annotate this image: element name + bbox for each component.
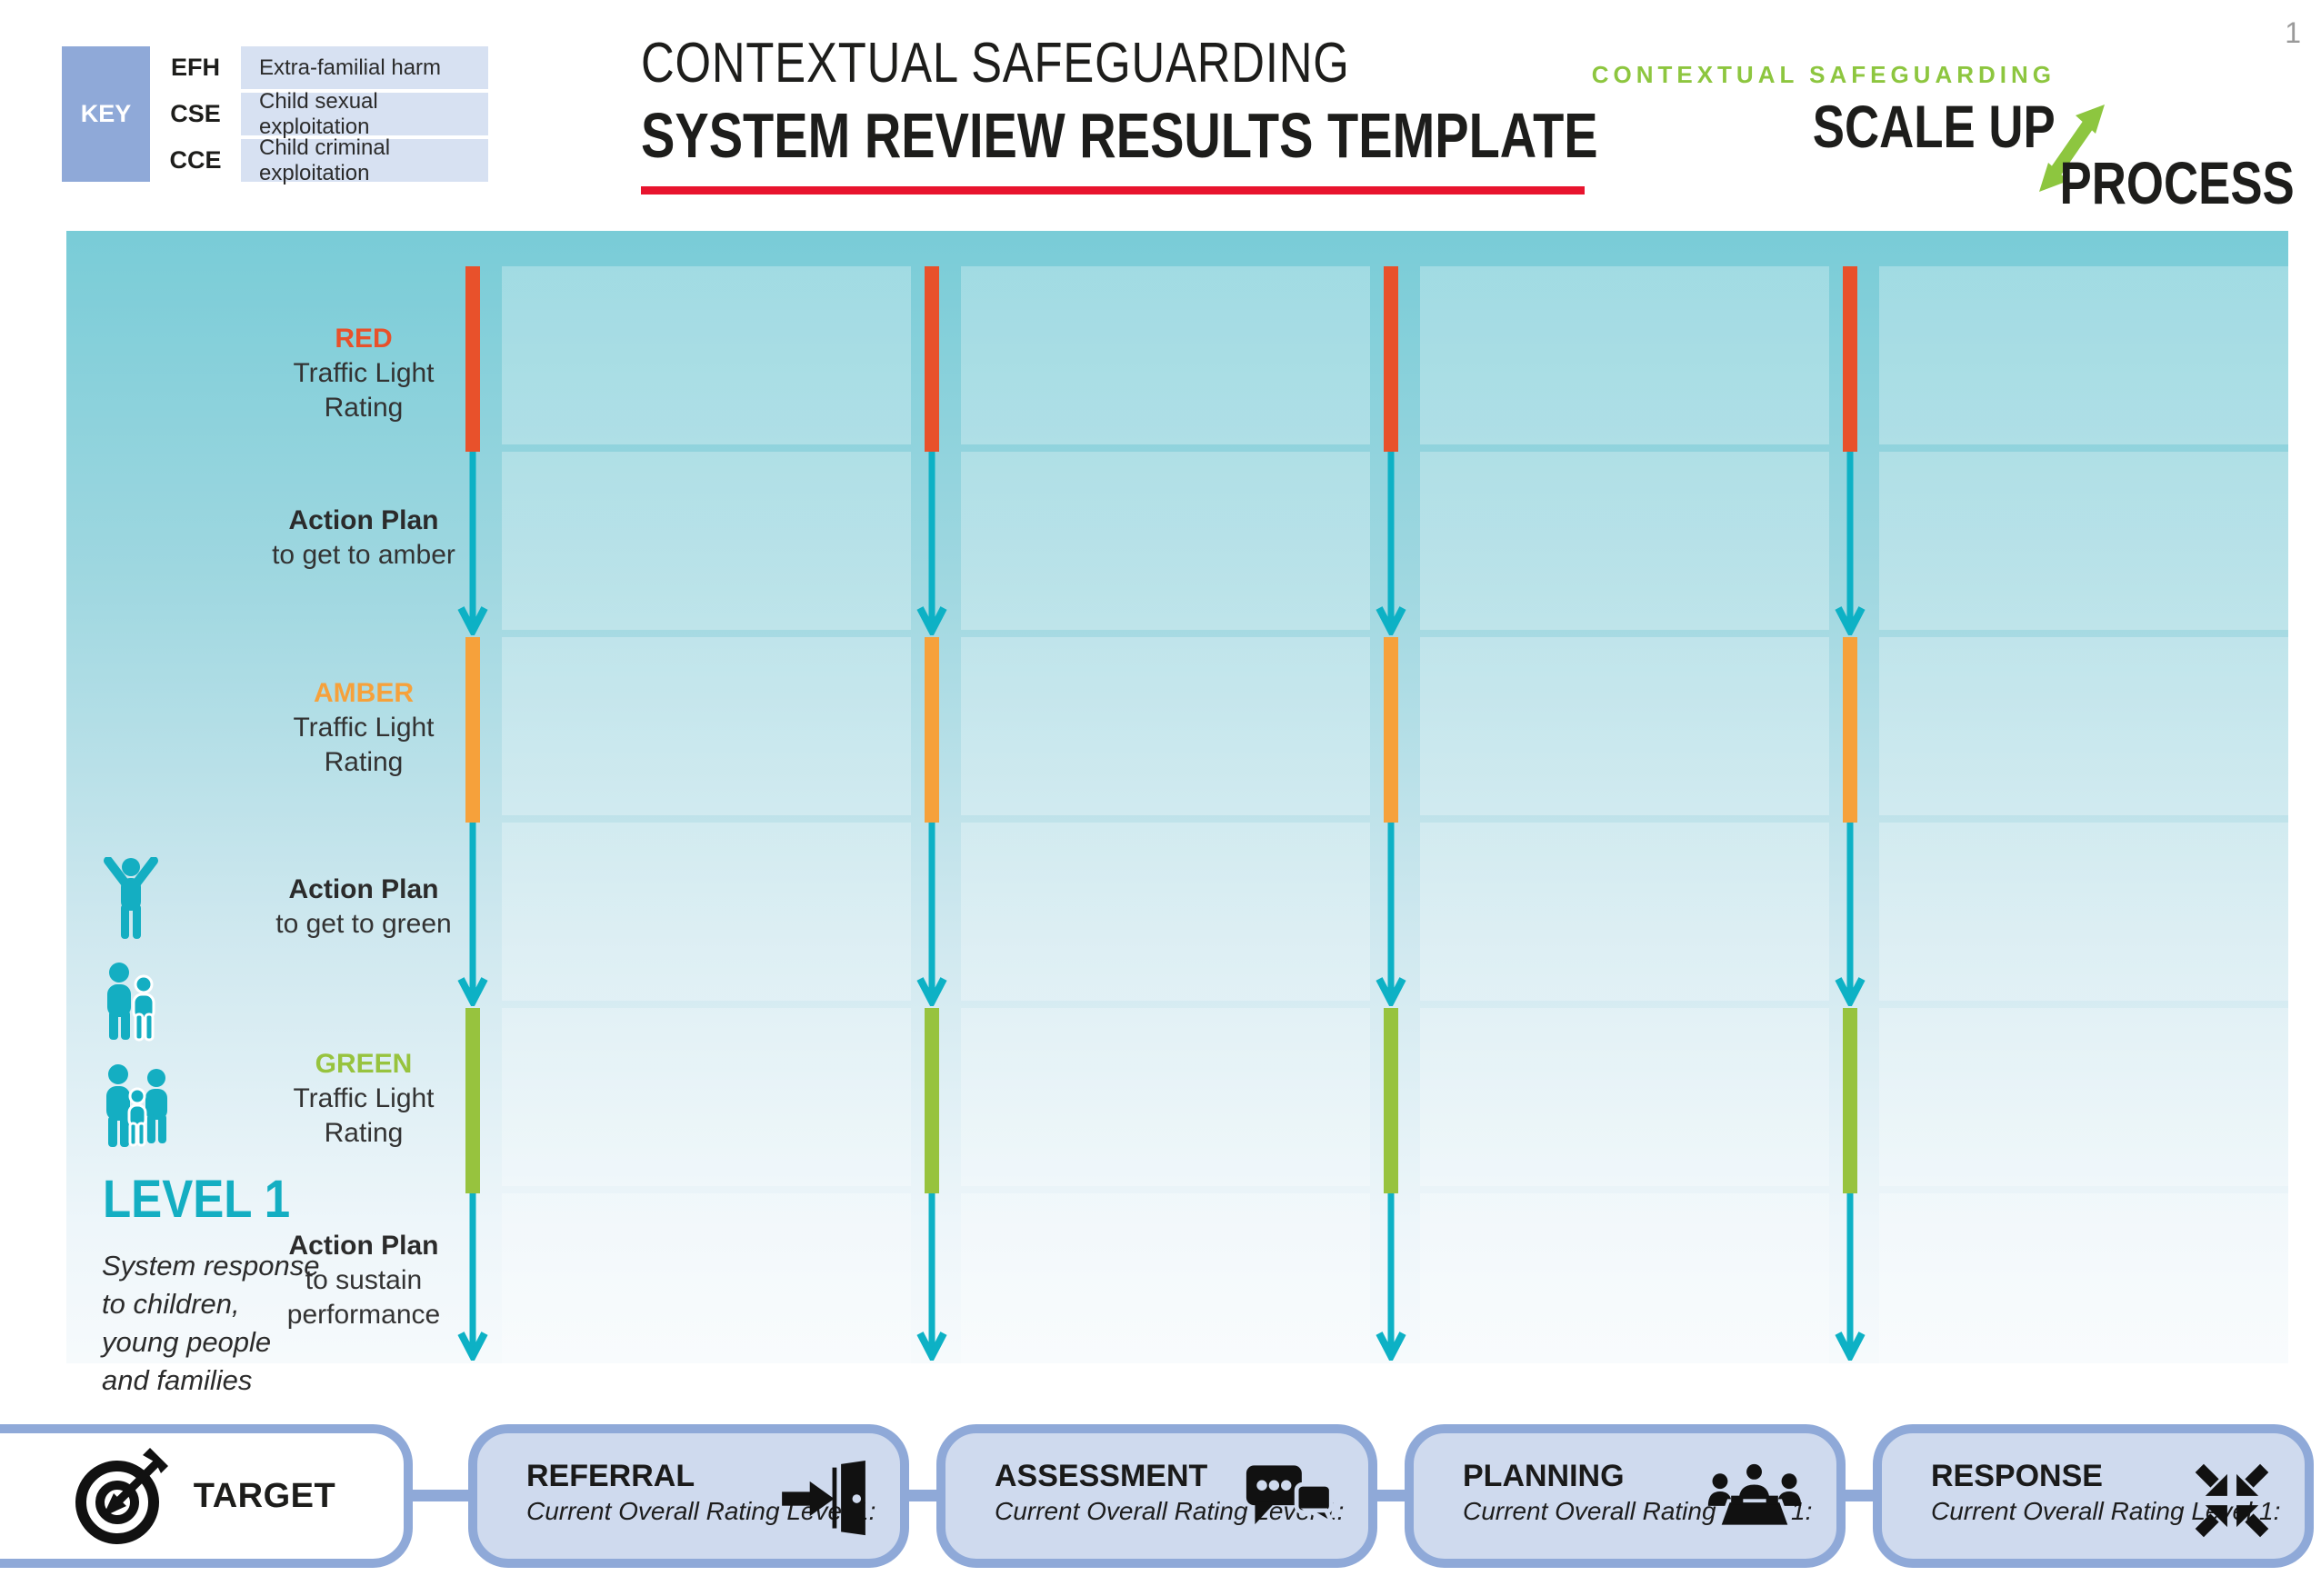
row-label-action-plan-sustain: Action Plan to sustain performance (286, 1231, 441, 1330)
traffic-light-stack-response (1835, 231, 1866, 1363)
traffic-light-stack-assessment (916, 231, 947, 1363)
stage-title: PLANNING (1463, 1459, 1625, 1493)
key-abbr-efh: EFH (155, 46, 235, 89)
red-rating-bar (1384, 266, 1398, 452)
traffic-light-stack-planning (1376, 231, 1406, 1363)
key-meaning-efh: Extra-familial harm (241, 46, 488, 89)
target-box: TARGET (0, 1424, 413, 1568)
stage-title: RESPONSE (1931, 1459, 2103, 1493)
green-rating-bar (1384, 1008, 1398, 1193)
row-label-action-plan-amber: Action Plan to get to amber (272, 505, 455, 570)
target-label: TARGET (193, 1476, 336, 1515)
door-enter-icon (782, 1461, 865, 1536)
target-bullseye-icon (75, 1448, 168, 1544)
collapse-arrows-icon (2195, 1463, 2269, 1538)
document-title: CONTEXTUAL SAFEGUARDING SYSTEM REVIEW RE… (641, 31, 1837, 195)
stage-connector (407, 1490, 473, 1501)
review-matrix-panel: RED Traffic Light Rating Action Plan to … (66, 231, 2288, 1396)
down-arrow (1835, 823, 1866, 1006)
person-arms-up-icon (104, 857, 158, 939)
down-arrow (916, 1193, 947, 1361)
down-arrow (457, 452, 488, 635)
down-arrow (1376, 452, 1406, 635)
traffic-light-stack-referral (457, 231, 488, 1363)
key-meaning-cse: Child sexual exploitation (241, 89, 488, 139)
down-arrow (457, 823, 488, 1006)
down-arrow (1376, 823, 1406, 1006)
stage-connector (1374, 1490, 1410, 1501)
green-rating-bar (465, 1008, 480, 1193)
column-track-planning (1420, 266, 1829, 1363)
column-track-response (1879, 266, 2288, 1363)
stage-connector (1842, 1490, 1878, 1501)
chat-bubbles-icon (1246, 1465, 1336, 1529)
red-rating-bar (1843, 266, 1857, 452)
stage-box-planning: PLANNING Current Overall Rating Level 1: (1405, 1424, 1846, 1568)
title-line-1: CONTEXTUAL SAFEGUARDING (641, 32, 1350, 95)
stage-box-referral: REFERRAL Current Overall Rating Level 1: (468, 1424, 909, 1568)
key-table: KEY EFH Extra-familial harm CSE Child se… (62, 46, 488, 185)
red-rating-bar (925, 266, 939, 452)
meeting-icon (1707, 1461, 1802, 1529)
scale-up-process-logo: CONTEXTUAL SAFEGUARDING SCALE UP PROCESS (1592, 50, 2312, 216)
stage-title: REFERRAL (526, 1459, 695, 1493)
stage-box-response: RESPONSE Current Overall Rating Level 1: (1873, 1424, 2314, 1568)
amber-rating-bar (465, 637, 480, 823)
column-track-assessment (961, 266, 1370, 1363)
key-meaning-cce: Child criminal exploitation (241, 135, 488, 185)
logo-brand-text: CONTEXTUAL SAFEGUARDING (1591, 61, 2056, 88)
logo-scale-up-text: SCALE UP (1813, 93, 2056, 160)
down-arrow (457, 1193, 488, 1361)
stage-box-assessment: ASSESSMENT Current Overall Rating Level … (936, 1424, 1377, 1568)
green-rating-bar (925, 1008, 939, 1193)
key-table-header: KEY (62, 46, 150, 182)
row-label-red-rating: RED Traffic Light Rating (293, 324, 435, 423)
down-arrow (1835, 452, 1866, 635)
amber-rating-bar (925, 637, 939, 823)
row-label-green-rating: GREEN Traffic Light Rating (293, 1049, 435, 1148)
stage-connector (905, 1490, 942, 1501)
down-arrow (1376, 1193, 1406, 1361)
level-1-description: System response to children, young peopl… (102, 1250, 320, 1396)
amber-rating-bar (1384, 637, 1398, 823)
down-arrow (916, 452, 947, 635)
amber-rating-bar (1843, 637, 1857, 823)
title-underline (641, 186, 1585, 195)
red-rating-bar (465, 266, 480, 452)
key-abbr-cce: CCE (155, 139, 235, 182)
key-abbr-cse: CSE (155, 93, 235, 135)
row-label-action-plan-green: Action Plan to get to green (275, 874, 452, 939)
page-number: 1 (2285, 16, 2301, 49)
adult-and-child-icon (107, 963, 155, 1042)
logo-process-text: PROCESS (2059, 149, 2295, 216)
column-track-referral (502, 266, 911, 1363)
down-arrow (916, 823, 947, 1006)
stage-title: ASSESSMENT (995, 1459, 1208, 1493)
green-rating-bar (1843, 1008, 1857, 1193)
family-icon (106, 1064, 167, 1147)
down-arrow (1835, 1193, 1866, 1361)
row-label-amber-rating: AMBER Traffic Light Rating (293, 678, 435, 777)
diagonal-double-arrow-icon (2039, 105, 2105, 192)
title-line-2: SYSTEM REVIEW RESULTS TEMPLATE (641, 100, 1598, 171)
level-1-title: LEVEL 1 (103, 1170, 291, 1229)
